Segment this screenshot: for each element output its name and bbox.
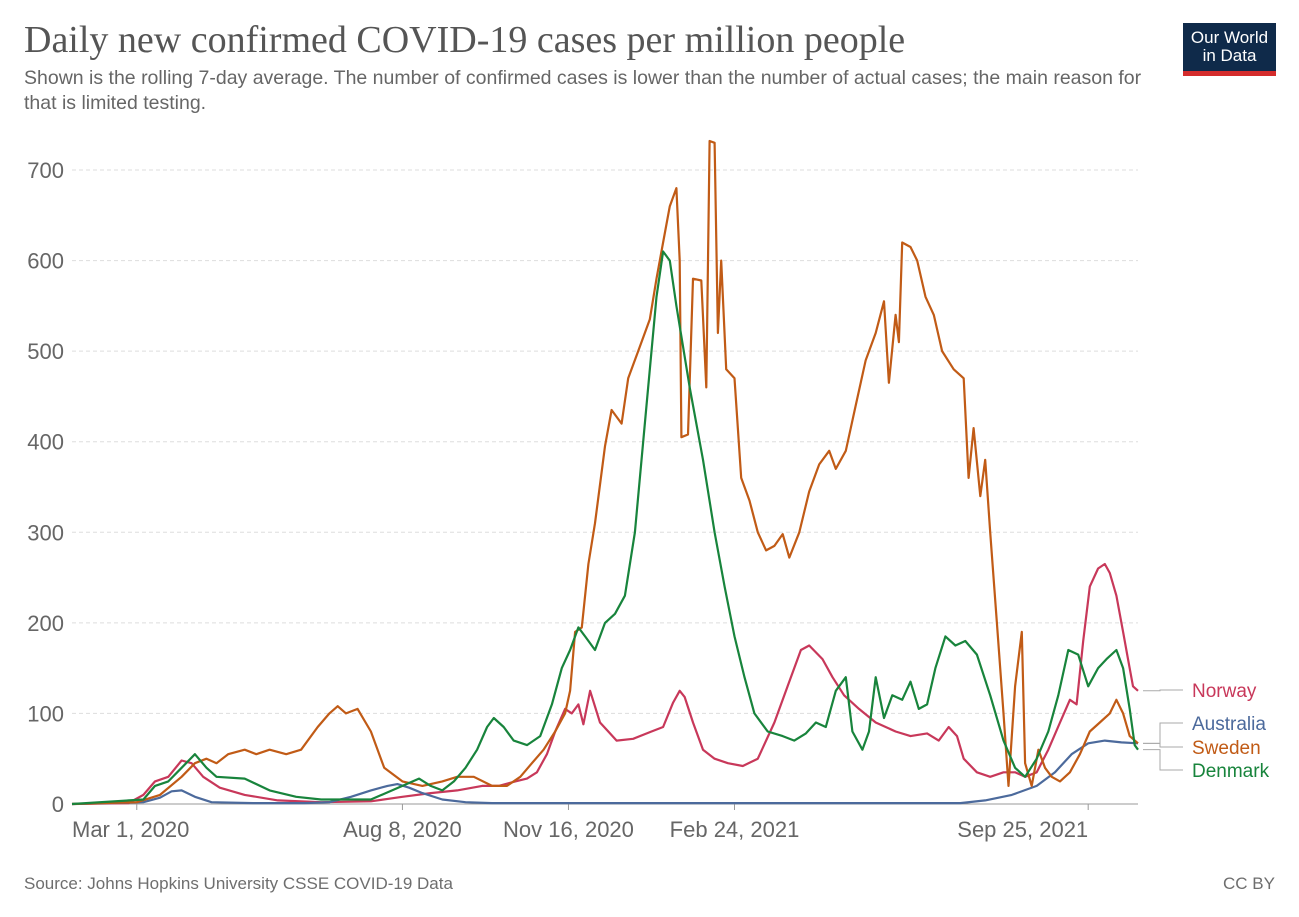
y-tick-label: 0 [52,792,64,817]
y-tick-label: 400 [27,430,64,455]
x-axis: Mar 1, 2020 Aug 8, 2020 Nov 16, 2020 Feb 24… [72,803,1138,842]
page-title: Daily new confirmed COVID-19 cases per m… [24,19,906,61]
y-tick-label: 700 [27,158,64,183]
legend-connector [1143,689,1183,692]
source-note[interactable]: Source: Johns Hopkins University CSSE CO… [24,874,453,893]
legend-connector [1143,749,1183,771]
y-tick-label: 600 [27,249,64,274]
series-line-denmark[interactable] [71,250,1139,806]
x-tick-label: Feb 24, 2021 [670,817,800,842]
y-tick-label: 200 [27,611,64,636]
series-line-sweden[interactable] [71,139,1139,806]
legend-connector [1143,722,1183,744]
y-axis: 0 100 200 300 400 500 600 700 [27,158,64,817]
legend-connector [1143,742,1183,748]
logo-line-2: in Data [1202,46,1257,65]
y-tick-label: 100 [27,701,64,726]
owid-logo[interactable]: Our World in Data [1183,23,1276,76]
logo-accent-bar [1183,71,1276,76]
logo-line-1: Our World [1190,28,1269,47]
legend-label-denmark[interactable]: Denmark [1192,761,1270,782]
legend-label-norway[interactable]: Norway [1192,681,1257,702]
y-tick-label: 300 [27,520,64,545]
chart-subtitle: Shown is the rolling 7-day average. The … [24,67,1142,114]
legend-label-sweden[interactable]: Sweden [1192,738,1261,759]
x-tick-label: Aug 8, 2020 [343,817,462,842]
series-lines [71,139,1139,806]
series-line-norway[interactable] [71,562,1139,806]
x-tick-label: Mar 1, 2020 [72,817,189,842]
license-link[interactable]: CC BY [1223,874,1275,893]
y-tick-label: 500 [27,339,64,364]
series-line-australia[interactable] [71,739,1139,806]
x-tick-label: Sep 25, 2021 [957,817,1088,842]
legend-label-australia[interactable]: Australia [1192,714,1266,735]
x-tick-label: Nov 16, 2020 [503,817,634,842]
